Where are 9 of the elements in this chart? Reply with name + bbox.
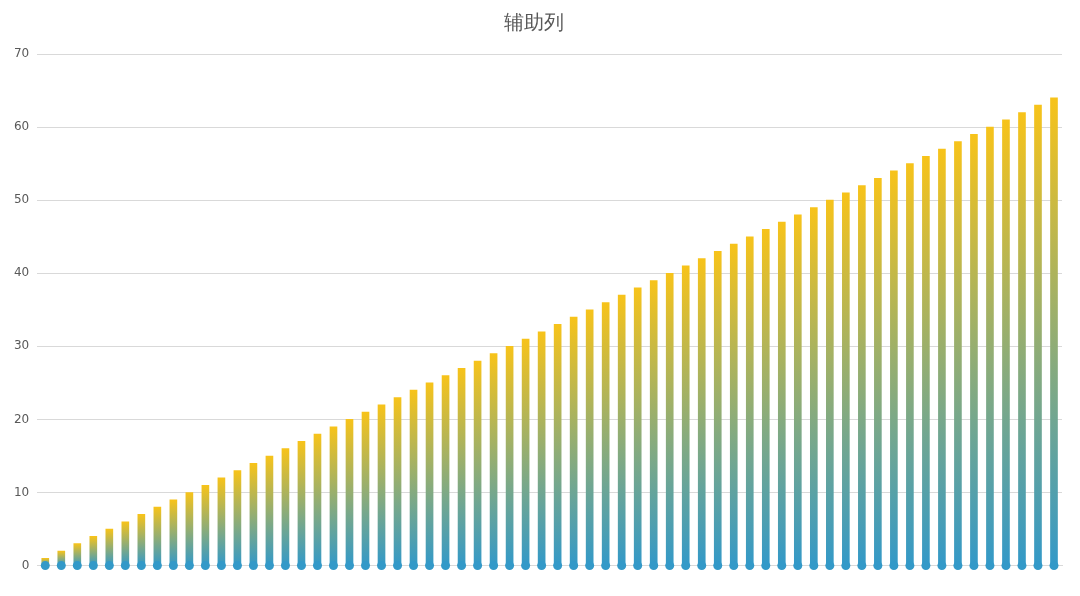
y-tick-label: 40	[13, 265, 30, 280]
chart-title: 辅助列	[504, 10, 564, 35]
y-tick-label: 60	[13, 119, 30, 134]
y-tick-label: 20	[13, 411, 30, 426]
y-tick-label: 30	[13, 338, 30, 353]
y-tick-label: 70	[13, 46, 30, 61]
y-tick-label: 0	[21, 557, 30, 572]
y-tick-label: 50	[13, 192, 30, 207]
y-tick-label: 10	[13, 484, 30, 499]
